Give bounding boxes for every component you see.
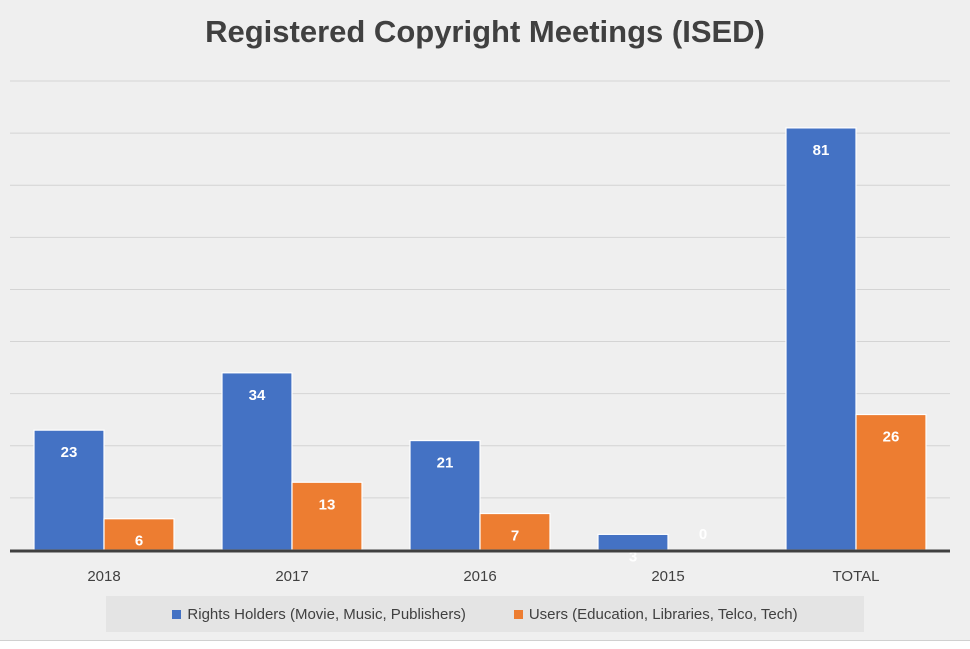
bar-data-label: 3 — [629, 548, 637, 565]
x-tick-label: 2016 — [463, 568, 496, 585]
bar — [291, 481, 363, 551]
legend-item-rights-holders: Rights Holders (Movie, Music, Publishers… — [172, 605, 466, 623]
x-tick-label: 2015 — [651, 568, 684, 585]
bar — [409, 439, 481, 551]
legend-label-users: Users (Education, Libraries, Telco, Tech… — [528, 605, 798, 623]
bar-data-label: 0 — [699, 526, 707, 543]
bar-data-label: 26 — [883, 429, 900, 446]
bar — [785, 127, 857, 551]
legend-swatch-rights-holders — [172, 609, 182, 619]
bar-data-label: 13 — [319, 496, 336, 513]
legend-label-rights-holders: Rights Holders (Movie, Music, Publishers… — [187, 605, 466, 623]
chart-legend: Rights Holders (Movie, Music, Publishers… — [106, 596, 864, 632]
bar — [33, 429, 105, 551]
x-tick-label: 2017 — [275, 568, 308, 585]
chart-title: Registered Copyright Meetings (ISED) — [205, 14, 765, 49]
bottom-strip — [0, 640, 970, 649]
bar-data-label: 6 — [135, 533, 143, 550]
bar-data-label: 81 — [813, 142, 830, 159]
bar-data-label: 23 — [61, 444, 78, 461]
legend-item-users: Users (Education, Libraries, Telco, Tech… — [513, 605, 798, 623]
bar-data-label: 7 — [511, 528, 519, 545]
bar — [103, 518, 175, 551]
x-tick-label: 2018 — [87, 568, 120, 585]
bar-data-label: 21 — [437, 455, 454, 472]
bar — [221, 372, 293, 551]
bar — [855, 413, 927, 551]
legend-swatch-users — [513, 609, 523, 619]
x-tick-label: TOTAL — [833, 568, 880, 585]
bar-data-label: 34 — [249, 387, 266, 404]
